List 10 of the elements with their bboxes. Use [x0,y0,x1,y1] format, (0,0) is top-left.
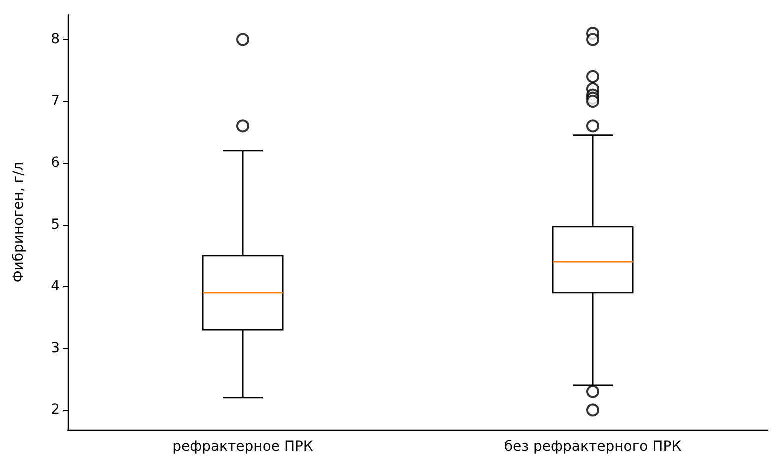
x-tick-label: рефрактерное ПРК [172,439,314,455]
y-tick-label: 6 [51,155,60,172]
y-tick-label: 5 [51,216,60,233]
y-tick-label: 8 [51,32,60,48]
y-tick-label: 3 [51,340,60,356]
y-axis-title: Фибриноген, г/л [11,162,27,283]
y-tick-label: 7 [51,93,60,110]
y-tick-label: 4 [51,278,60,295]
y-tick-label: 2 [51,402,60,418]
x-tick-label: без рефрактерного ПРК [504,439,682,455]
